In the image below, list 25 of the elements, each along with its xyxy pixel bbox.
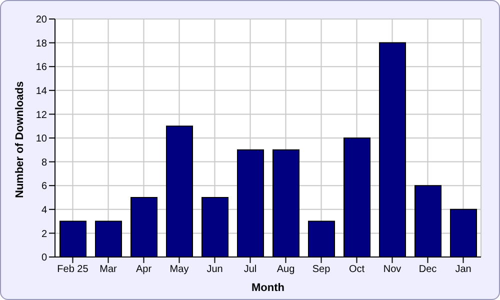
x-tick-label: Mar [100,264,118,276]
y-tick-label: 14 [36,86,48,97]
y-tick-label: 8 [41,157,48,168]
x-tick-label: Dec [418,264,437,276]
y-tick-label: 4 [41,204,48,216]
y-tick-label: 16 [36,62,48,74]
x-tick-label: Apr [136,264,152,276]
x-tick-label: Feb 25 [57,264,89,276]
y-tick-label: 18 [36,38,48,50]
x-tick-label: Jul [244,264,257,276]
x-tick-label: May [170,264,189,276]
y-tick-label: 6 [41,181,48,192]
y-tick-label: 0 [41,252,48,264]
x-tick-label: Aug [276,264,295,276]
y-axis-title: Number of Downloads [14,81,26,198]
x-tick-label: Oct [348,264,365,276]
y-tick-label: 10 [36,134,48,145]
x-tick-label: Jan [455,264,472,276]
y-tick-label: 20 [36,14,48,26]
x-tick-label: Sep [312,264,331,276]
x-tick-label: Jun [206,264,223,276]
x-axis-title: Month [252,282,285,294]
y-tick-label: 12 [36,110,48,121]
y-tick-label: 2 [41,228,48,240]
x-tick-label: Nov [383,264,402,276]
